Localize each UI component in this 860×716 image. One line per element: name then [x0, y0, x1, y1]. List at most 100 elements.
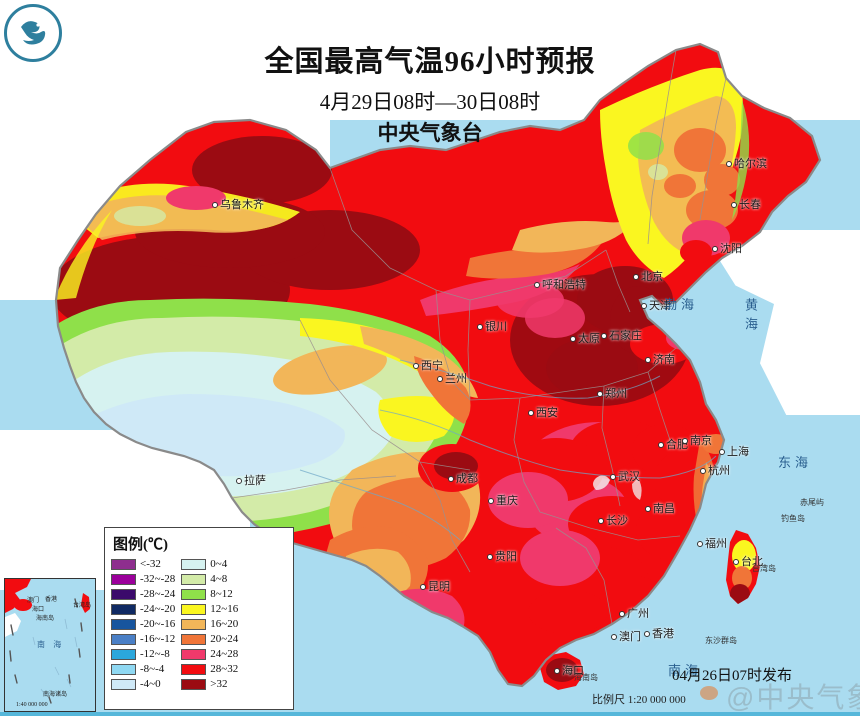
city-name: 武汉	[618, 471, 640, 483]
city-label-乌鲁木齐: 乌鲁木齐	[212, 196, 264, 212]
legend-row: 4~8	[181, 572, 238, 586]
legend-row: -4~0	[111, 677, 175, 691]
temperature-legend: 图例(℃) <-32 -32~-28 -28~-24 -24~-20 -20~-16 -1…	[104, 527, 294, 710]
city-marker-icon	[731, 202, 737, 209]
city-label-沈阳: 沈阳	[712, 240, 742, 256]
city-name: 西宁	[421, 360, 443, 372]
city-name: 福州	[705, 538, 727, 550]
legend-row: -24~-20	[111, 602, 175, 616]
city-marker-icon	[611, 634, 617, 641]
city-label-西宁: 西宁	[413, 357, 443, 373]
city-name: 广州	[627, 608, 649, 620]
legend-row: -28~-24	[111, 587, 175, 601]
city-label-南昌: 南昌	[645, 500, 675, 516]
city-label-长沙: 长沙	[598, 512, 628, 528]
city-label-哈尔滨: 哈尔滨	[726, 155, 767, 171]
city-label-福州: 福州	[697, 535, 727, 551]
legend-row: 12~16	[181, 602, 238, 616]
island-label-赤尾屿: 赤尾屿	[800, 498, 824, 507]
legend-label: -16~-12	[140, 633, 176, 645]
city-label-济南: 济南	[645, 351, 675, 367]
island-label-钓鱼岛: 钓鱼岛	[781, 514, 805, 523]
legend-swatch-warm-7	[181, 663, 207, 675]
city-marker-icon	[645, 506, 651, 513]
city-name: 乌鲁木齐	[220, 199, 264, 211]
inset-label-台湾岛: 台湾岛	[73, 603, 92, 609]
legend-label: -12~-8	[140, 648, 170, 660]
legend-swatch-warm-5	[181, 633, 207, 645]
legend-swatch-warm-1	[181, 573, 207, 585]
bottom-edge-strip	[0, 712, 860, 716]
city-label-成都: 成都	[448, 470, 478, 486]
city-marker-icon	[697, 541, 703, 548]
inset-scale-text: 1:40 000 000	[16, 702, 48, 708]
legend-label: -20~-16	[140, 618, 176, 630]
sea-label-渤海: 渤海	[664, 297, 699, 312]
city-label-天津: 天津	[641, 297, 671, 313]
city-label-郑州: 郑州	[597, 385, 627, 401]
legend-label: >32	[210, 678, 228, 690]
inset-sea-label: 南 海	[37, 640, 65, 649]
legend-column-cold: <-32 -32~-28 -28~-24 -24~-20 -20~-16 -16~-12 -…	[111, 557, 175, 691]
city-name: 长沙	[606, 515, 628, 527]
island-label-台湾岛: 台湾岛	[752, 564, 776, 573]
province-borders	[231, 49, 727, 625]
city-label-北京: 北京	[633, 268, 663, 284]
city-marker-icon	[437, 376, 443, 383]
legend-swatch-cold-8	[111, 678, 136, 690]
city-marker-icon	[682, 438, 688, 445]
city-name: 郑州	[605, 388, 627, 400]
city-marker-icon	[633, 274, 639, 281]
legend-label: <-32	[140, 558, 161, 570]
city-marker-icon	[534, 282, 540, 289]
legend-label: 0~4	[210, 558, 228, 570]
city-name: 重庆	[496, 495, 518, 507]
city-label-呼和浩特: 呼和浩特	[534, 276, 586, 292]
city-name: 兰州	[445, 373, 467, 385]
legend-label: -28~-24	[140, 588, 176, 600]
city-name: 呼和浩特	[542, 279, 586, 291]
legend-swatch-cold-4	[111, 618, 136, 630]
legend-label: 8~12	[210, 588, 233, 600]
city-name: 天津	[649, 300, 671, 312]
city-name: 昆明	[428, 581, 450, 593]
city-label-海口: 海口	[554, 662, 584, 678]
city-label-广州: 广州	[619, 605, 649, 621]
city-label-上海: 上海	[719, 443, 749, 459]
legend-row: -32~-28	[111, 572, 175, 586]
city-marker-icon	[601, 333, 607, 340]
city-marker-icon	[733, 559, 739, 566]
legend-row: -8~-4	[111, 662, 175, 676]
legend-swatch-cold-6	[111, 648, 136, 660]
city-name: 成都	[456, 473, 478, 485]
island-label-海南岛: 海南岛	[574, 673, 598, 682]
inset-label-澳门: 澳门	[27, 598, 40, 604]
city-marker-icon	[413, 363, 419, 370]
city-label-台北: 台北	[733, 553, 763, 569]
legend-label: 4~8	[210, 573, 228, 585]
legend-row: 20~24	[181, 632, 238, 646]
legend-row: 24~28	[181, 647, 238, 661]
sea-label-南海: 南海	[668, 663, 703, 678]
city-name: 台北	[741, 556, 763, 568]
city-marker-icon	[236, 478, 242, 485]
city-label-澳门: 澳门	[611, 628, 641, 644]
legend-swatch-warm-0	[181, 558, 207, 570]
inset-label-香港: 香港	[45, 597, 58, 603]
city-label-兰州: 兰州	[437, 370, 467, 386]
legend-label: 12~16	[210, 603, 239, 615]
city-label-南京: 南京	[682, 432, 712, 448]
inset-label-海南岛: 海南岛	[36, 616, 55, 622]
legend-swatch-cold-2	[111, 588, 136, 600]
city-label-武汉: 武汉	[610, 468, 640, 484]
city-marker-icon	[658, 442, 664, 449]
city-name: 哈尔滨	[734, 158, 767, 170]
city-name: 香港	[652, 628, 674, 640]
city-name: 南昌	[653, 503, 675, 515]
legend-row: 8~12	[181, 587, 238, 601]
legend-column-warm: 0~4 4~8 8~12 12~16 16~20 20~24 24~28 28~32 >32	[181, 557, 238, 691]
legend-swatch-warm-2	[181, 588, 207, 600]
city-label-银川: 银川	[477, 318, 507, 334]
island-label-东沙群岛: 东沙群岛	[705, 636, 737, 645]
